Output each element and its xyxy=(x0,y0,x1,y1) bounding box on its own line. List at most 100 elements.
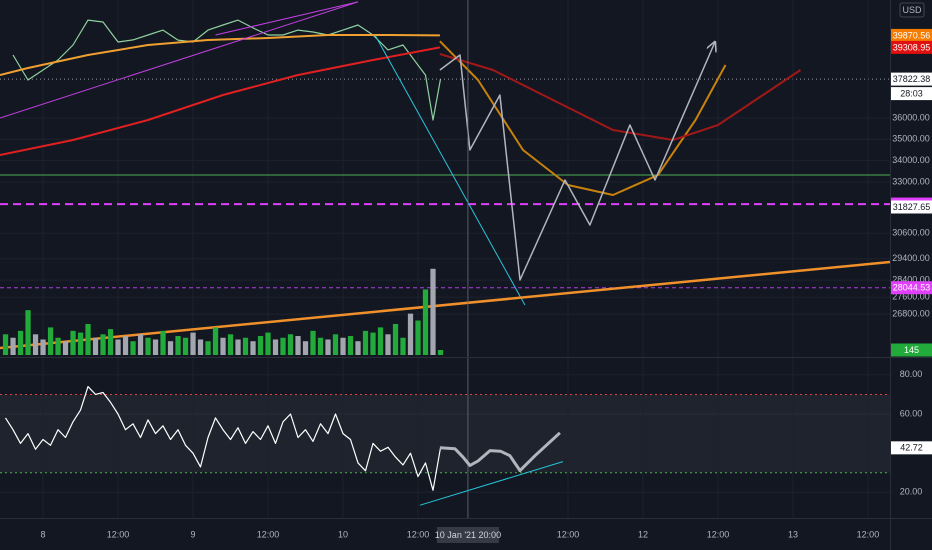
series-line xyxy=(419,461,564,506)
volume-bar xyxy=(70,330,76,355)
price-tag xyxy=(891,200,932,214)
volume-bar xyxy=(332,334,339,355)
volume-bar xyxy=(325,339,331,355)
volume-bar xyxy=(287,334,294,355)
volume-bar xyxy=(92,337,99,355)
y-tick-label: 34000.00 xyxy=(892,155,930,165)
volume-bar xyxy=(407,313,414,355)
x-tick-label: 12:00 xyxy=(557,529,580,539)
series-line xyxy=(374,34,526,306)
volume-bar xyxy=(107,329,114,355)
volume-bar xyxy=(235,339,241,355)
volume-bar xyxy=(430,268,436,355)
volume-bar xyxy=(250,341,256,355)
volume-bar xyxy=(220,337,226,355)
price-tag xyxy=(891,40,932,54)
series-line xyxy=(439,40,727,196)
volume-bar xyxy=(122,336,129,355)
x-tick-label: 13 xyxy=(788,529,798,539)
y-tick-label: 33000.00 xyxy=(892,176,930,186)
price-tag-label: 42.72 xyxy=(900,443,923,453)
volume-bar xyxy=(205,341,211,355)
y-tick-label: 28400.00 xyxy=(892,274,930,284)
series-line xyxy=(4,386,442,491)
volume-bar xyxy=(227,334,234,355)
series-line xyxy=(12,19,442,121)
price-tag xyxy=(891,343,932,357)
y-tick-label: 36000.00 xyxy=(892,112,930,122)
volume-bar xyxy=(212,327,219,355)
grid xyxy=(0,0,890,518)
volume-bar xyxy=(362,330,369,355)
price-tag xyxy=(891,28,932,42)
y-tick-label: 29400.00 xyxy=(892,253,930,263)
volume-bar xyxy=(47,327,54,355)
volume-bar xyxy=(40,339,46,355)
x-tick-label: 12:00 xyxy=(257,529,280,539)
volume-bar xyxy=(17,330,24,355)
volume-bar xyxy=(347,336,354,355)
volume-bar xyxy=(32,334,39,355)
y-tick-label: 20.00 xyxy=(900,487,923,497)
price-tag-label: 39870.56 xyxy=(893,30,931,40)
y-tick-label: 35000.00 xyxy=(892,134,930,144)
volume-bar xyxy=(130,341,136,355)
y-tick-label: 27600.00 xyxy=(892,292,930,302)
volume-bar xyxy=(85,323,91,355)
volume-bar xyxy=(242,337,249,355)
volume-bar xyxy=(25,310,31,355)
series-line xyxy=(0,34,440,76)
series-line xyxy=(439,53,802,141)
plot xyxy=(0,0,891,518)
volume-bar xyxy=(302,341,309,355)
price-tag-label: 145 xyxy=(904,345,919,355)
volume-bar xyxy=(415,320,421,355)
volume-bar xyxy=(152,339,159,355)
volume-bar xyxy=(10,337,16,355)
x-tick-label: 12:00 xyxy=(407,529,430,539)
volume-bar xyxy=(422,289,429,355)
volume-bar xyxy=(377,327,384,355)
volume-bar xyxy=(62,341,69,355)
currency-box[interactable] xyxy=(899,2,925,18)
series-line xyxy=(0,260,891,350)
x-tick-label: 9 xyxy=(191,529,196,539)
series-line xyxy=(0,1,359,119)
volume-bar xyxy=(257,336,264,355)
y-tick-label: 26800.00 xyxy=(892,309,930,319)
volume-bar xyxy=(137,334,144,355)
volume-bar xyxy=(317,337,324,355)
x-tick-label: 8 xyxy=(41,529,46,539)
volume-bar xyxy=(197,339,204,355)
x-tick-label: 10 xyxy=(338,529,348,539)
x-tick-label: 12:00 xyxy=(857,529,880,539)
y-tick-label: 80.00 xyxy=(900,369,923,379)
price-tag-label: 39308.95 xyxy=(893,42,931,52)
volume-bar xyxy=(145,337,151,355)
y-tick-label: 60.00 xyxy=(900,408,923,418)
x-tick-label: 12:00 xyxy=(107,529,130,539)
currency: USD xyxy=(902,5,922,15)
volume-bar xyxy=(77,332,84,355)
volume-bar xyxy=(55,337,61,355)
series-line xyxy=(0,46,441,156)
volume-bar xyxy=(280,337,286,355)
volume-bar xyxy=(392,323,399,355)
volume-bar xyxy=(115,339,121,355)
volume-bar xyxy=(370,332,376,355)
price-tag-label: 31827.65 xyxy=(893,202,931,212)
axes: 36000.00 35000.00 34000.00 33000.00 30600.00… xyxy=(41,28,932,543)
series-line xyxy=(439,42,715,281)
volume-bar xyxy=(100,334,106,355)
x-tick-label: 12:00 xyxy=(707,529,730,539)
price-tag xyxy=(891,72,932,86)
price-tag-label: 28044.53 xyxy=(893,283,931,293)
countdown: 28:03 xyxy=(900,88,923,98)
volume-bar xyxy=(310,330,316,355)
volume-bar xyxy=(272,339,279,355)
crosshair-box xyxy=(436,527,499,543)
x-tick-label: 12 xyxy=(638,529,648,539)
